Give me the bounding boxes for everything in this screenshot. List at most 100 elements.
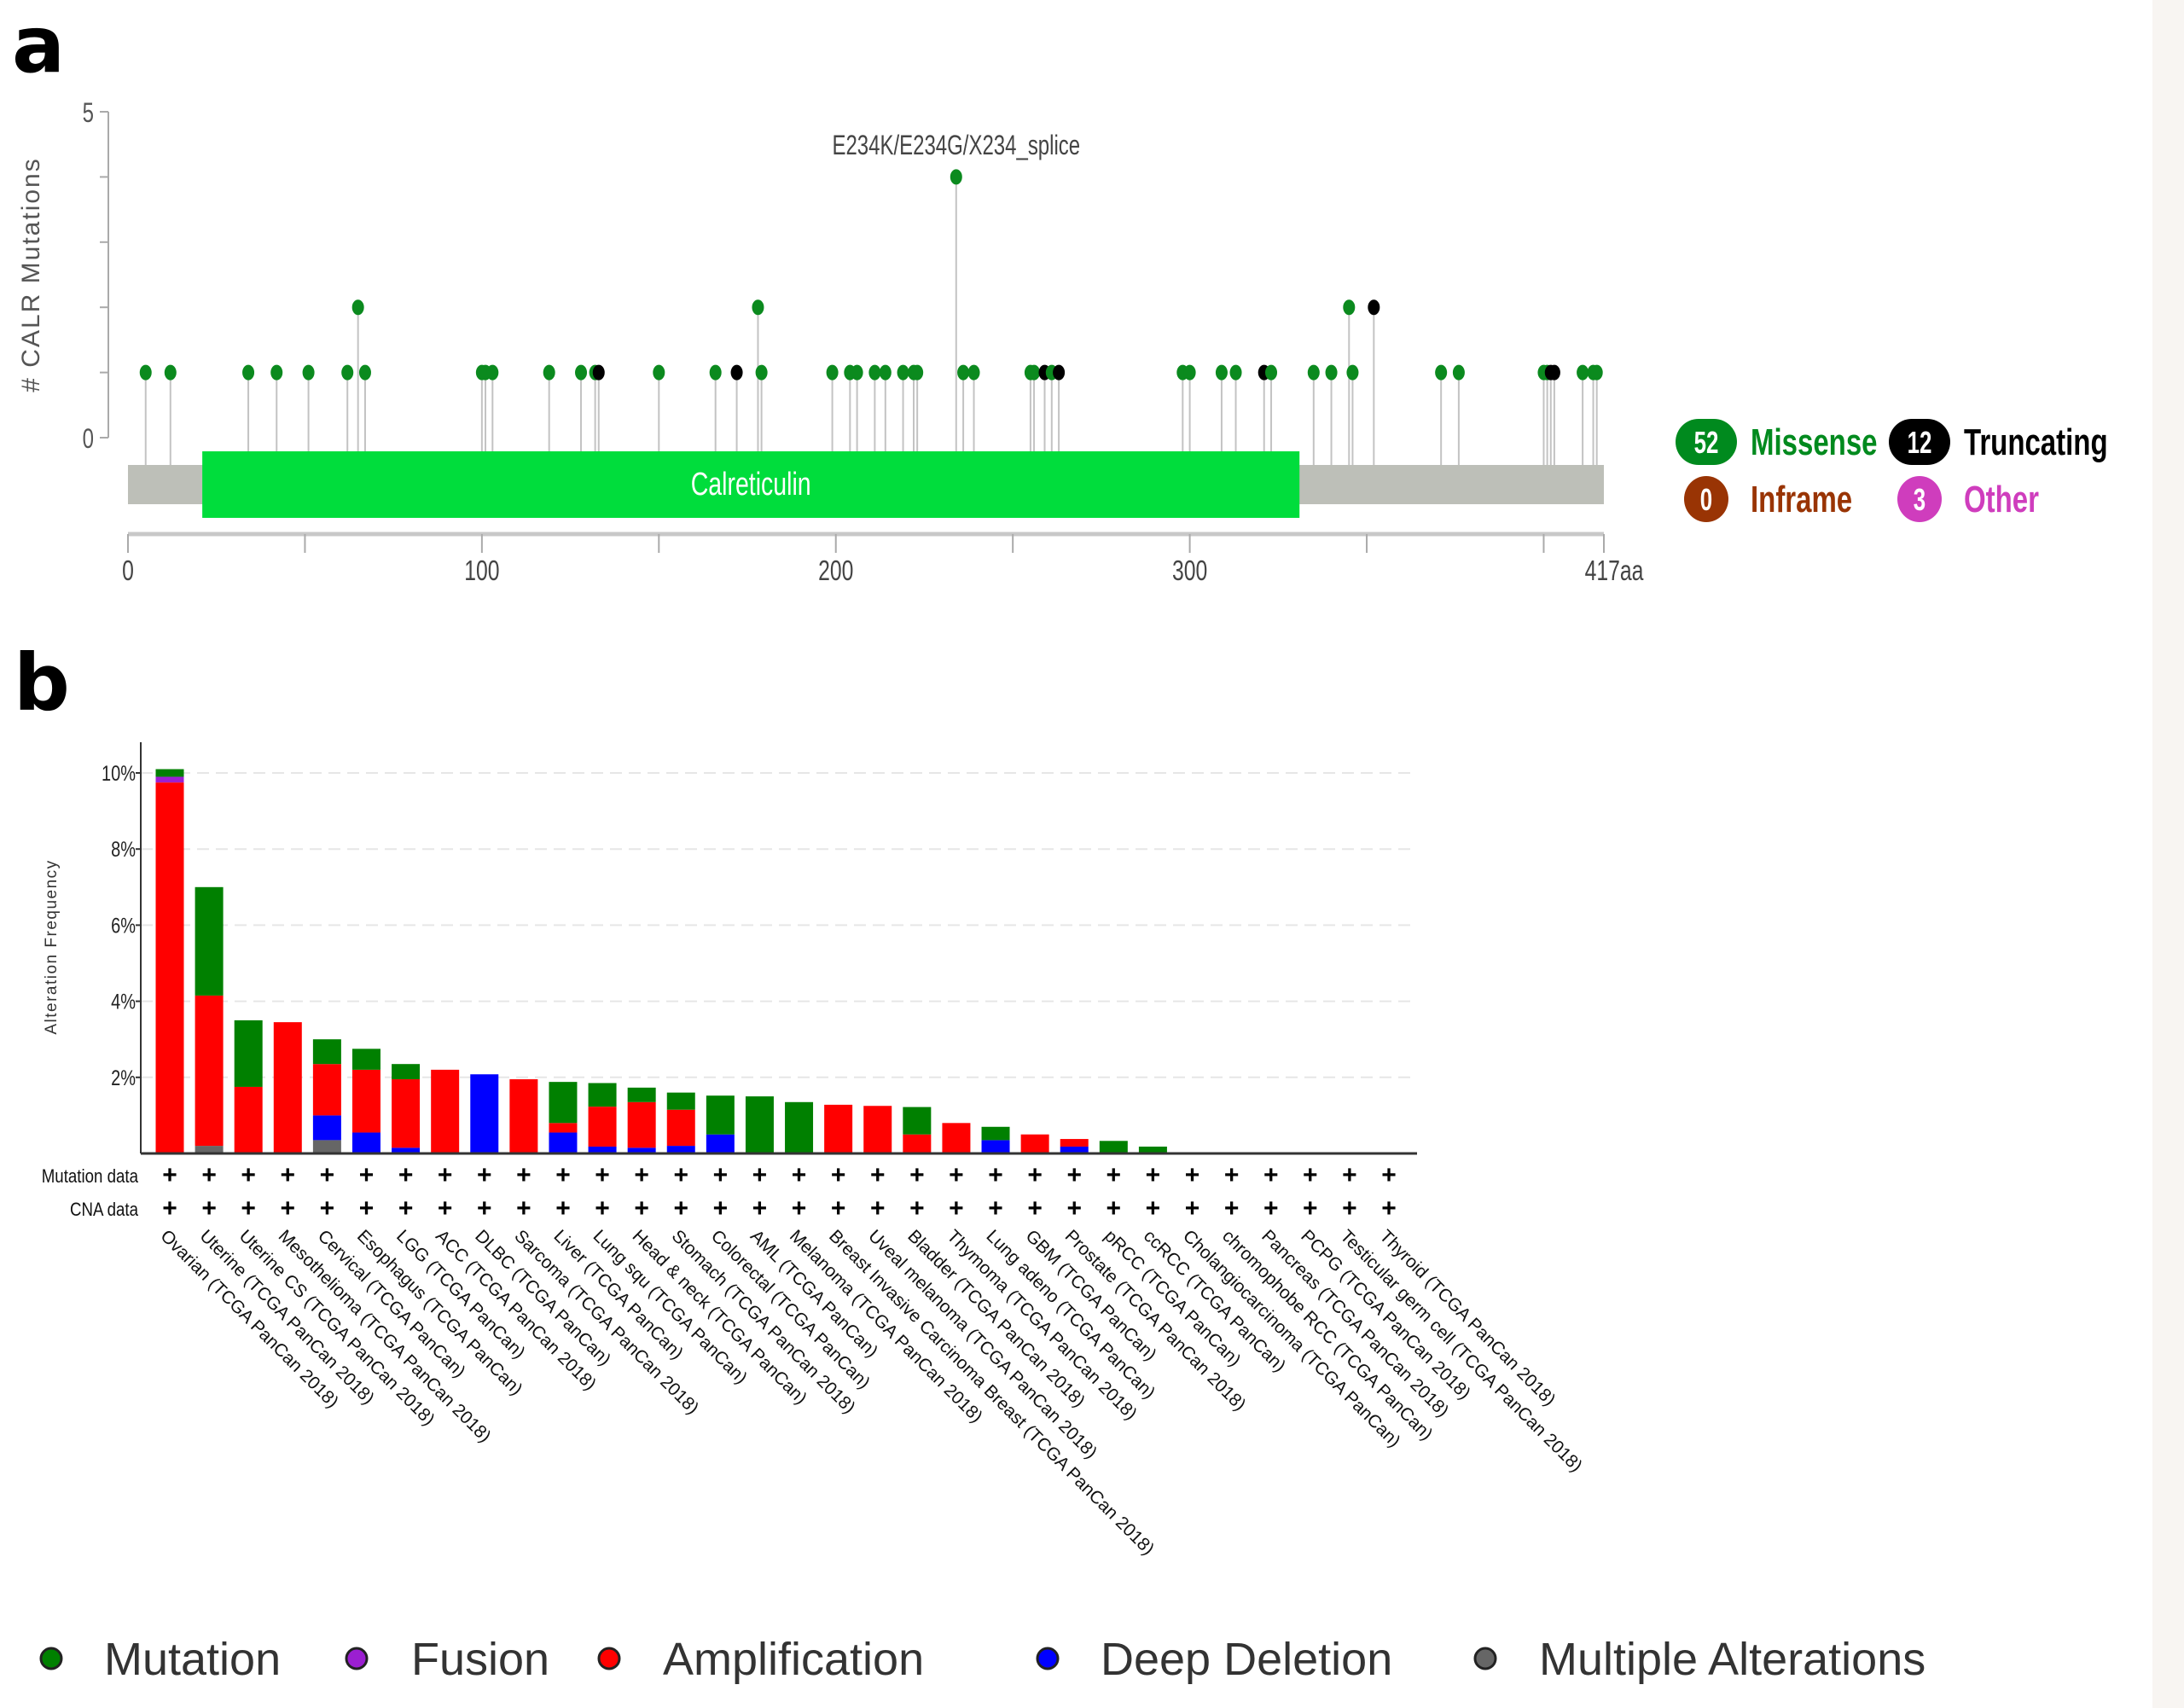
lollipop-head-missense <box>1343 299 1356 316</box>
cna-data-marker: + <box>1027 1194 1043 1223</box>
lollipop-head-missense <box>957 364 970 381</box>
bar-segment-mutation <box>588 1083 617 1107</box>
lollipop-head-missense <box>341 364 354 381</box>
lollipop-head-missense <box>1346 364 1359 381</box>
mutation-data-marker: + <box>516 1161 531 1189</box>
bar-segment-deep-deletion <box>981 1140 1010 1153</box>
bar-segment-amplification <box>549 1123 578 1133</box>
lollipop-head-missense <box>653 364 665 381</box>
bar-segment-amplification <box>509 1079 538 1153</box>
legend-item-mutation: Mutation <box>39 1634 281 1685</box>
mutation-data-row-label: Mutation data <box>42 1167 139 1188</box>
cna-data-marker: + <box>320 1194 335 1223</box>
cna-data-row-label: CNA data <box>70 1200 139 1221</box>
lollipop-head-missense <box>139 364 152 381</box>
legend-item-truncating: 12 Truncating <box>1889 419 2108 465</box>
bar-segment-deep-deletion <box>351 1132 380 1153</box>
bar-segment-mutation <box>1138 1146 1167 1153</box>
cna-data-marker: + <box>1381 1194 1397 1223</box>
bar-segment-mutation <box>392 1064 421 1080</box>
lollipop-head-missense <box>543 364 555 381</box>
legend-label: Fusion <box>411 1634 549 1685</box>
lollipop-head-missense <box>1325 364 1338 381</box>
mutation-data-marker: + <box>673 1161 688 1189</box>
mutation-data-marker: + <box>752 1161 768 1189</box>
mutation-data-marker: + <box>438 1161 453 1189</box>
lollipop-head-missense <box>826 364 839 381</box>
cna-data-marker: + <box>673 1194 688 1223</box>
mutation-data-marker: + <box>1107 1161 1122 1189</box>
cna-data-marker: + <box>1224 1194 1240 1223</box>
mutation-data-marker: + <box>988 1161 1003 1189</box>
bar-segment-mutation <box>981 1126 1010 1141</box>
lollipop-head-missense <box>911 364 924 381</box>
mutation-data-marker: + <box>792 1161 807 1189</box>
cna-data-marker: + <box>1263 1194 1279 1223</box>
cna-data-marker: + <box>1146 1194 1161 1223</box>
bar-segment-amplification <box>1060 1139 1089 1147</box>
legend-label: Deep Deletion <box>1101 1634 1392 1685</box>
legend-label: Multiple Alterations <box>1539 1634 1926 1685</box>
cna-data-marker: + <box>870 1194 886 1223</box>
mutation-data-marker: + <box>477 1161 492 1189</box>
lollipop-head-missense <box>1590 364 1603 381</box>
bar-segment-amplification <box>312 1064 341 1116</box>
lollipop-head-missense <box>351 299 364 316</box>
cna-data-marker: + <box>1066 1194 1082 1223</box>
legend-dot-icon <box>597 1647 621 1670</box>
lollipop-head-truncating <box>1548 364 1560 381</box>
bar-segment-mutation <box>706 1095 735 1135</box>
bar-segment-mutation <box>234 1020 263 1087</box>
cna-data-marker: + <box>1342 1194 1357 1223</box>
lollipop-head-missense <box>1229 364 1242 381</box>
bar-segment-mutation <box>351 1049 380 1070</box>
bar-segment-mutation <box>312 1039 341 1065</box>
lollipop-head-missense <box>752 299 764 316</box>
cna-data-marker: + <box>1107 1194 1122 1223</box>
bar-segment-mutation <box>1099 1141 1128 1153</box>
y-tick-label: 6% <box>111 914 136 938</box>
cna-data-marker: + <box>988 1194 1003 1223</box>
lollipop-head-missense <box>709 364 722 381</box>
x-tick-label: 417aa <box>1585 556 1644 587</box>
mutation-data-marker: + <box>949 1161 964 1189</box>
cna-data-marker: + <box>555 1194 571 1223</box>
legend-count-badge <box>1897 476 1942 522</box>
legend-item-deep-deletion: Deep Deletion <box>1036 1634 1392 1685</box>
bar-segment-mutation <box>549 1082 578 1124</box>
bar-segment-deep-deletion <box>312 1115 341 1141</box>
bar-segment-amplification <box>942 1123 971 1153</box>
lollipop-head-missense <box>879 364 892 381</box>
legend-dot-icon <box>1473 1647 1497 1670</box>
legend-label: Inframe <box>1751 479 1852 521</box>
mutation-annotation: E234K/E234G/X234_splice <box>832 130 1080 160</box>
lollipop-head-missense <box>1265 364 1278 381</box>
mutation-data-marker: + <box>359 1161 375 1189</box>
mutation-data-marker: + <box>320 1161 335 1189</box>
domain-calreticulin <box>202 451 1300 518</box>
lollipop-head-missense <box>575 364 588 381</box>
mutation-data-marker: + <box>1303 1161 1318 1189</box>
bar-segment-amplification <box>234 1086 263 1153</box>
lollipop-head-truncating <box>730 364 743 381</box>
lollipop-head-missense <box>1183 364 1196 381</box>
y-tick-label: 10% <box>102 762 136 786</box>
bar-segment-deep-deletion <box>588 1146 617 1153</box>
lollipop-head-missense <box>1307 364 1320 381</box>
y-tick-label: 4% <box>111 991 136 1014</box>
lollipop-head-missense <box>358 364 371 381</box>
mutation-data-marker: + <box>595 1161 610 1189</box>
cna-data-marker: + <box>909 1194 925 1223</box>
cna-data-marker: + <box>281 1194 296 1223</box>
lollipop-chart: 5 0 # CALR Mutations Calreticulin E234K/E234… <box>17 97 2108 587</box>
mutation-data-marker: + <box>281 1161 296 1189</box>
lollipop-head-missense <box>851 364 863 381</box>
cna-data-marker: + <box>831 1194 846 1223</box>
bar-segment-mutation <box>666 1092 695 1110</box>
cna-data-marker: + <box>634 1194 649 1223</box>
legend-item-fusion: Fusion <box>345 1634 549 1685</box>
cna-data-marker: + <box>1303 1194 1318 1223</box>
bar-segment-multiple-alterations <box>312 1140 341 1153</box>
bar-segment-amplification <box>666 1109 695 1147</box>
